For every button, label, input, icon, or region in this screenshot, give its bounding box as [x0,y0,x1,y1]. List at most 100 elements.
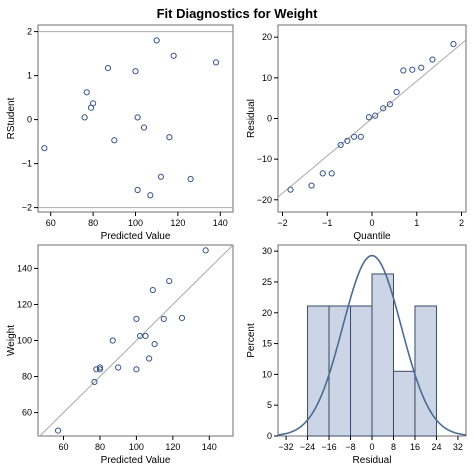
data-point-13 [153,37,160,44]
y-tick-label: 1 [27,71,32,81]
y-tick-label: 30 [262,246,272,256]
y-tick-label: 20 [262,32,272,42]
y-tick-label: 0 [267,431,272,441]
x-tick-label: −16 [321,442,336,452]
x-tick-label: −8 [345,442,355,452]
x-tick-label: −1 [322,218,332,228]
y-tick-label: 60 [22,408,32,418]
y-axis-label: Percent [246,323,257,358]
panel-residual-histogram: −32 −24 −16 −8 0 8 16 24 32 0 5 10 15 20 25 30 Residual P… [246,244,467,466]
x-tick-label: −24 [300,442,315,452]
y-tick-label: 0 [27,115,32,125]
data-point-1 [41,145,48,152]
data-point-2 [81,114,88,121]
data-point-14 [400,67,407,74]
data-point-9 [134,186,141,194]
data-point-11 [142,332,149,340]
y-tick-label: 5 [267,400,272,410]
x-tick-label: 120 [165,442,180,452]
panel-rstudent-vs-predicted: 60 80 100 120 140 −2 −1 0 1 2 Predicted Value RStud… [6,24,234,242]
y-tick-label: −1 [22,159,32,169]
data-point-1 [54,427,62,434]
data-point-2 [91,378,98,386]
reference-line [39,245,233,436]
data-point-7 [115,364,122,371]
x-tick-label: 16 [410,442,420,452]
reference-line [278,39,466,198]
histogram-bar-5 [392,370,416,437]
data-point-6 [344,137,351,144]
x-tick-label: 24 [431,442,441,452]
chart-title: Fit Diagnostics for Weight [156,6,318,21]
data-point-17 [429,56,436,63]
data-point-18 [450,41,457,48]
x-tick-label: 80 [88,218,98,228]
y-tick-label: 25 [262,277,272,287]
x-axis-label: Quantile [353,231,391,242]
data-point-13 [149,286,156,294]
histogram-bar-4 [371,273,394,437]
x-tick-label: −2 [277,218,287,228]
y-tick-label: 2 [27,27,32,37]
data-point-4 [96,366,104,373]
data-point-3 [93,366,100,373]
data-point-14 [157,173,165,180]
data-point-17 [187,175,194,183]
x-tick-label: 140 [213,218,228,228]
y-tick-label: −10 [257,154,272,164]
data-point-14 [151,341,158,348]
x-axis-label: Predicted Value [101,455,171,466]
data-point-3 [83,89,90,96]
x-tick-label: 100 [129,442,144,452]
y-axis-label: RStudent [6,97,17,139]
data-point-1 [287,186,294,193]
data-point-16 [418,64,425,71]
x-tick-label: 8 [391,442,396,452]
data-point-17 [178,314,186,322]
y-tick-label: 100 [17,336,32,346]
data-point-5 [96,364,104,371]
data-point-3 [319,170,326,177]
y-tick-label: 140 [17,263,32,273]
x-tick-label: 120 [170,218,185,228]
data-point-5 [90,100,97,107]
data-point-8 [132,68,139,75]
data-point-7 [111,137,118,144]
x-tick-label: 0 [369,442,374,452]
data-point-8 [133,366,140,373]
y-tick-label: 10 [262,73,272,83]
data-point-12 [146,355,153,362]
y-tick-label: 80 [22,372,32,382]
data-point-10 [372,112,379,119]
x-tick-label: 1 [414,218,419,228]
x-tick-label: 80 [95,442,105,452]
data-point-16 [166,277,173,285]
x-tick-label: 60 [59,442,69,452]
data-point-4 [328,170,335,177]
y-tick-label: 10 [262,369,272,379]
x-tick-label: −32 [278,442,293,452]
normal-density-curve [278,254,466,436]
data-point-9 [133,315,140,322]
data-point-10 [136,332,144,340]
data-point-6 [109,337,116,344]
data-point-18 [202,247,209,254]
panel-observed-vs-predicted: 60 80 100 120 140 60 80 100 120 140 Predicted Valu… [6,244,234,466]
y-axis-label: Residual [246,99,257,138]
data-point-15 [409,66,416,73]
x-tick-label: 2 [459,218,464,228]
x-tick-label: 60 [46,218,56,228]
y-tick-label: 15 [262,339,272,349]
data-point-12 [147,192,154,199]
data-point-2 [308,182,315,189]
y-tick-label: 0 [267,114,272,124]
x-tick-label: 140 [202,442,217,452]
data-point-18 [212,59,220,66]
data-point-12 [386,101,394,108]
data-point-10 [134,114,141,121]
histogram-bar-6 [414,305,437,437]
data-point-7 [350,133,358,140]
x-axis-label: Residual [353,455,392,466]
